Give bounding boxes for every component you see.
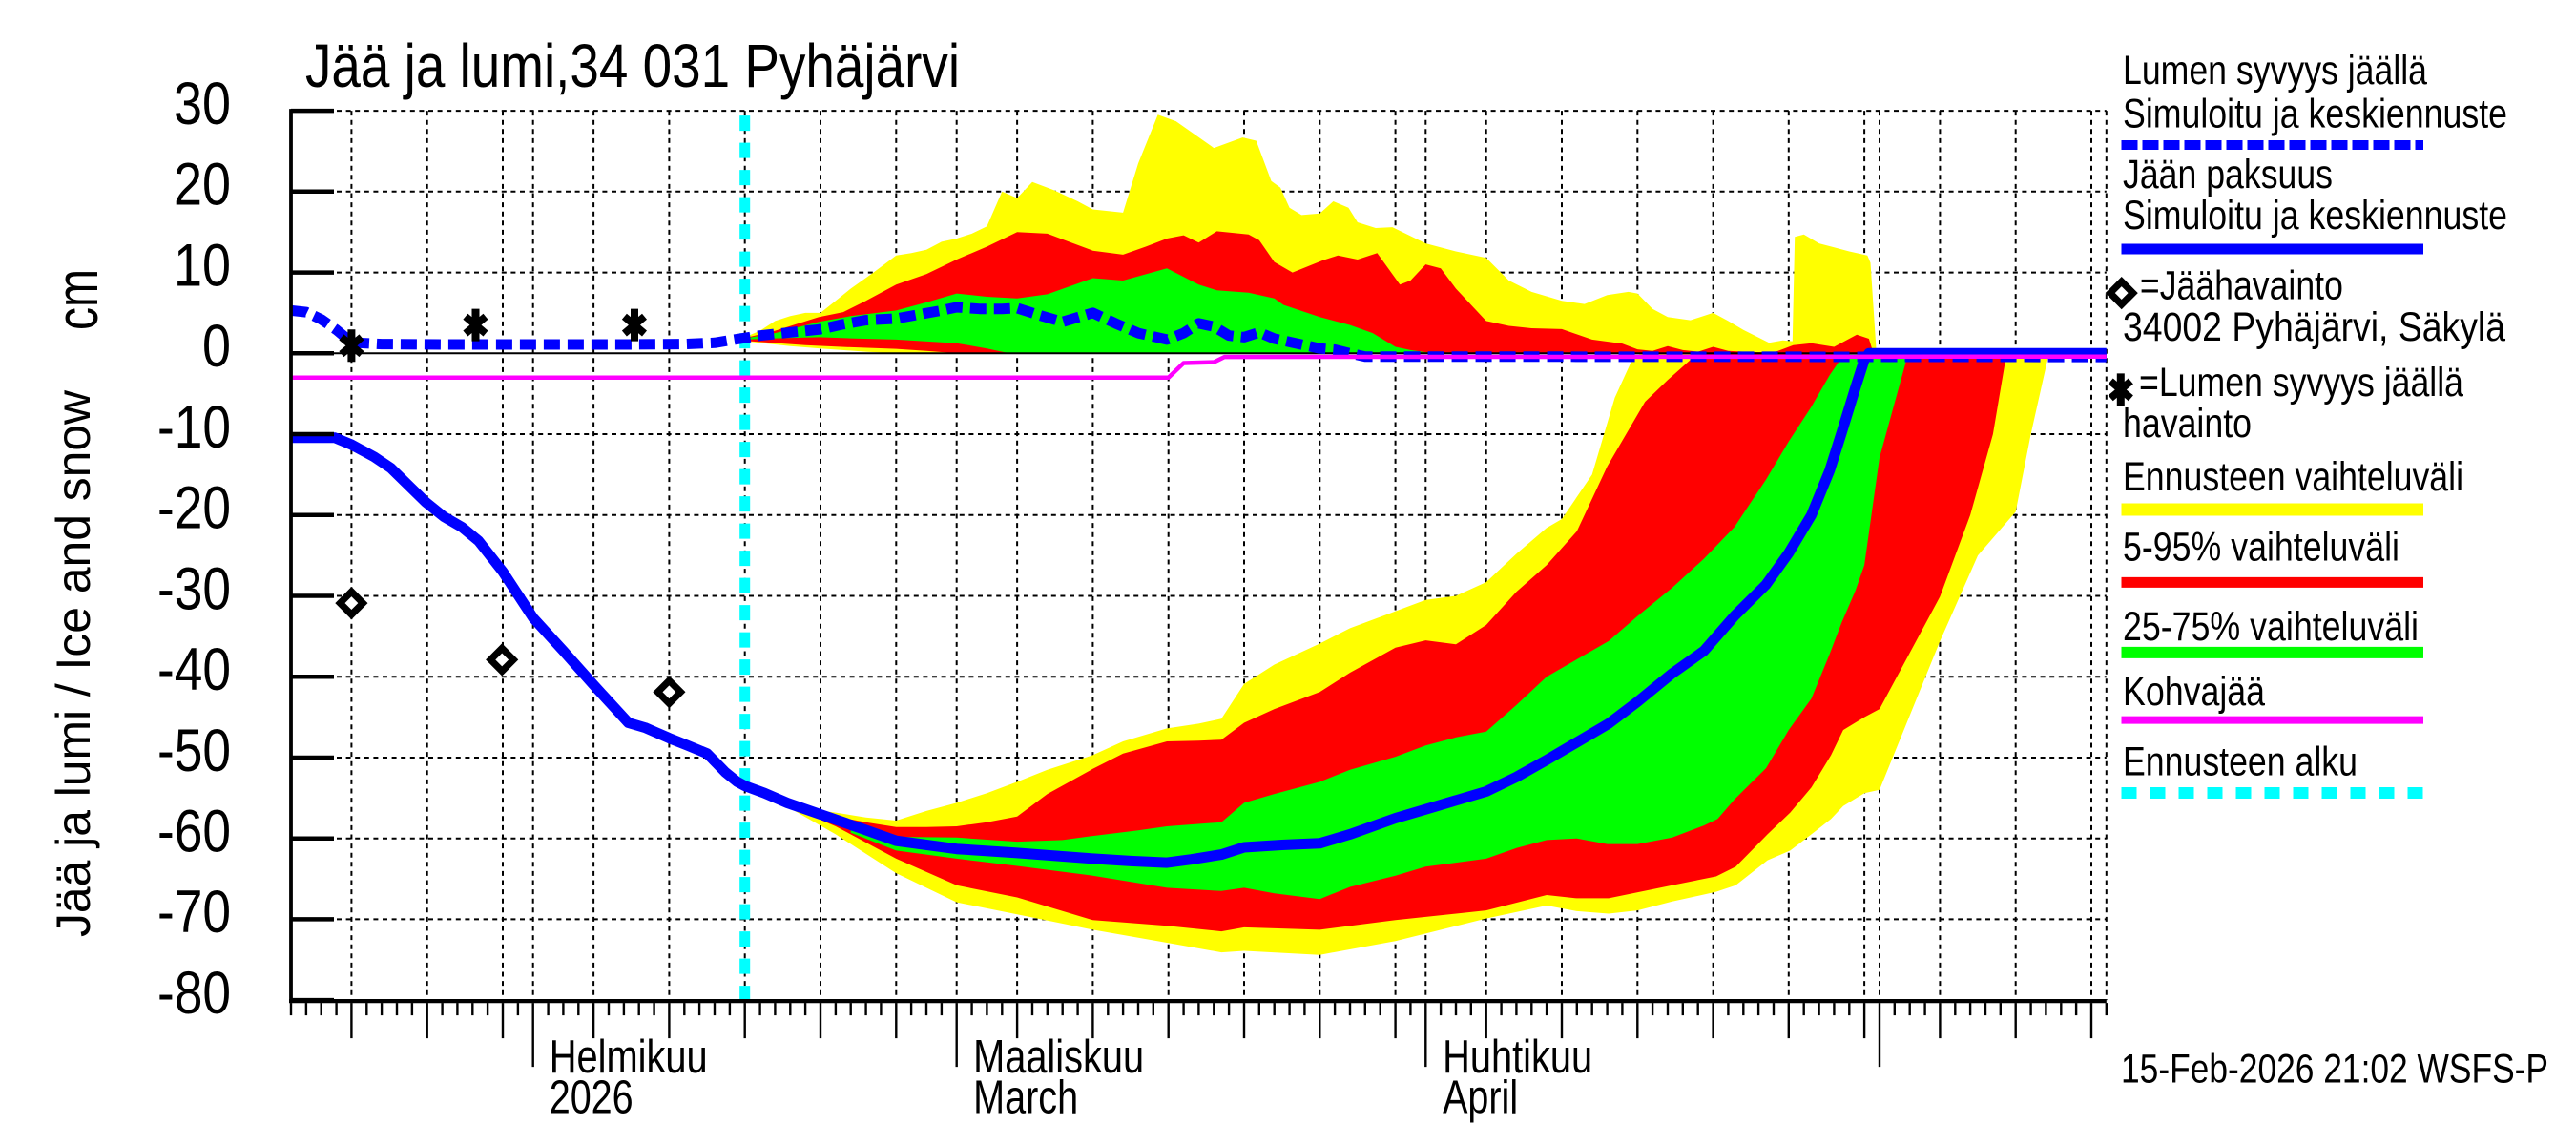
svg-text:=Lumen syvyys jäällä: =Lumen syvyys jäällä	[2139, 360, 2463, 406]
svg-text:havainto: havainto	[2123, 401, 2252, 447]
svg-text:30: 30	[174, 71, 231, 137]
svg-text:March: March	[973, 1072, 1078, 1124]
svg-text:-50: -50	[157, 718, 231, 784]
svg-text:-70: -70	[157, 879, 231, 946]
svg-text:Lumen syvyys jäällä: Lumen syvyys jäällä	[2123, 48, 2427, 94]
svg-text:25-75% vaihteluväli: 25-75% vaihteluväli	[2123, 604, 2419, 650]
svg-text:Simuloitu ja keskiennuste: Simuloitu ja keskiennuste	[2123, 92, 2507, 137]
svg-text:cm: cm	[45, 269, 111, 330]
svg-text:-60: -60	[157, 798, 231, 864]
svg-text:=Jäähavainto: =Jäähavainto	[2140, 263, 2343, 309]
svg-text:34002 Pyhäjärvi, Säkylä: 34002 Pyhäjärvi, Säkylä	[2123, 304, 2505, 350]
svg-text:10: 10	[174, 232, 231, 299]
svg-text:Jään paksuus: Jään paksuus	[2123, 152, 2333, 198]
svg-text:-30: -30	[157, 555, 231, 622]
svg-text:2026: 2026	[550, 1072, 634, 1124]
svg-text:0: 0	[202, 313, 231, 380]
svg-text:Kohvajää: Kohvajää	[2123, 669, 2265, 715]
svg-text:Maaliskuu: Maaliskuu	[973, 1031, 1144, 1083]
svg-text:-20: -20	[157, 475, 231, 542]
svg-text:20: 20	[174, 152, 231, 219]
svg-text:Jää ja lumi / Ice and snow: Jää ja lumi / Ice and snow	[47, 389, 100, 937]
svg-text:15-Feb-2026 21:02 WSFS-P: 15-Feb-2026 21:02 WSFS-P	[2121, 1047, 2548, 1093]
svg-text:Simuloitu ja keskiennuste: Simuloitu ja keskiennuste	[2123, 193, 2507, 239]
svg-text:Ennusteen alku: Ennusteen alku	[2123, 739, 2358, 784]
svg-text:-10: -10	[157, 394, 231, 461]
svg-text:Huhtikuu: Huhtikuu	[1443, 1031, 1592, 1083]
svg-text:Helmikuu: Helmikuu	[550, 1031, 708, 1083]
svg-text:5-95% vaihteluväli: 5-95% vaihteluväli	[2123, 524, 2399, 570]
svg-text:Jää ja lumi,34 031 Pyhäjärvi: Jää ja lumi,34 031 Pyhäjärvi	[305, 31, 960, 100]
svg-text:April: April	[1443, 1072, 1518, 1124]
svg-text:-40: -40	[157, 636, 231, 703]
svg-text:-80: -80	[157, 960, 231, 1027]
svg-text:Ennusteen vaihteluväli: Ennusteen vaihteluväli	[2123, 454, 2463, 500]
